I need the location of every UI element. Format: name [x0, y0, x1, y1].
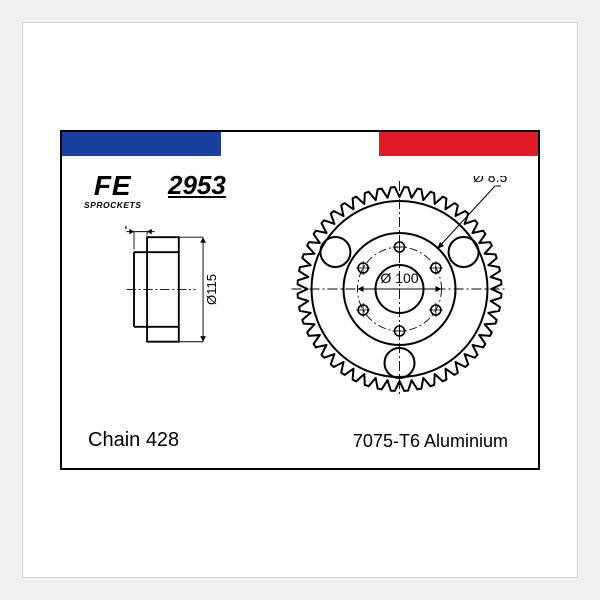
svg-text:Ø115: Ø115: [204, 274, 219, 305]
chain-spec: Chain 428: [88, 429, 179, 452]
material-spec: 7075-T6 Aluminium: [353, 431, 508, 452]
part-number: 2953: [168, 170, 226, 201]
flag-red: [379, 132, 538, 156]
flag-white: [221, 132, 380, 156]
sprocket-wrap: Ø 100 Ø 8.5: [287, 176, 512, 401]
flag-stripe: [62, 132, 538, 156]
product-card: FE SPROCKETS 2953 7 Ø115 Ø 100 Ø 8.5 Chain…: [60, 130, 540, 470]
sprocket-diagram: Ø 100 Ø 8.5: [287, 176, 512, 401]
svg-text:Ø 100: Ø 100: [380, 270, 418, 286]
hub-cross-section-diagram: 7 Ø115: [92, 226, 232, 366]
brand-logo-main: FE: [94, 170, 132, 201]
svg-text:Ø 8.5: Ø 8.5: [473, 176, 507, 185]
brand-logo: FE SPROCKETS: [84, 172, 141, 210]
flag-blue: [62, 132, 221, 156]
product-card-outer: FE SPROCKETS 2953 7 Ø115 Ø 100 Ø 8.5 Chain…: [22, 22, 578, 578]
card-content: FE SPROCKETS 2953 7 Ø115 Ø 100 Ø 8.5 Chain…: [62, 156, 538, 468]
brand-logo-sub: SPROCKETS: [84, 200, 141, 210]
svg-text:7: 7: [123, 226, 130, 232]
